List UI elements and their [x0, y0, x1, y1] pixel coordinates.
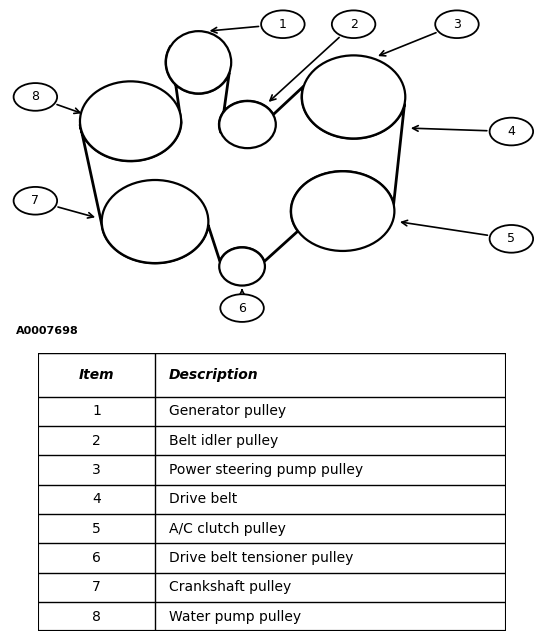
- Text: 1: 1: [279, 18, 287, 31]
- Ellipse shape: [80, 81, 181, 161]
- Text: Drive belt tensioner pulley: Drive belt tensioner pulley: [169, 551, 354, 565]
- Circle shape: [490, 225, 533, 253]
- Circle shape: [490, 118, 533, 146]
- Text: 3: 3: [453, 18, 461, 31]
- Text: 5: 5: [508, 232, 515, 246]
- Ellipse shape: [302, 55, 405, 138]
- Text: 6: 6: [238, 301, 246, 315]
- Circle shape: [332, 10, 375, 38]
- Text: Crankshaft pulley: Crankshaft pulley: [169, 580, 292, 594]
- Text: 3: 3: [92, 463, 101, 477]
- Text: A0007698: A0007698: [16, 326, 79, 336]
- Text: Generator pulley: Generator pulley: [169, 404, 286, 418]
- Text: 2: 2: [350, 18, 357, 31]
- Circle shape: [220, 294, 264, 322]
- Ellipse shape: [291, 171, 394, 251]
- Ellipse shape: [166, 31, 231, 94]
- Text: 4: 4: [92, 492, 101, 506]
- Circle shape: [14, 83, 57, 111]
- Text: 7: 7: [92, 580, 101, 594]
- Text: Belt idler pulley: Belt idler pulley: [169, 433, 279, 447]
- Text: Drive belt: Drive belt: [169, 492, 237, 506]
- Text: Item: Item: [79, 367, 114, 381]
- Text: Power steering pump pulley: Power steering pump pulley: [169, 463, 363, 477]
- Circle shape: [14, 187, 57, 215]
- Text: 2: 2: [92, 433, 101, 447]
- Text: 6: 6: [92, 551, 101, 565]
- Text: 8: 8: [92, 610, 101, 624]
- Text: 8: 8: [32, 90, 39, 103]
- Text: 4: 4: [508, 125, 515, 138]
- Text: 5: 5: [92, 522, 101, 536]
- Text: A/C clutch pulley: A/C clutch pulley: [169, 522, 286, 536]
- Text: 1: 1: [92, 404, 101, 418]
- Ellipse shape: [102, 180, 208, 263]
- Text: Description: Description: [169, 367, 259, 381]
- Circle shape: [435, 10, 479, 38]
- Circle shape: [261, 10, 305, 38]
- Ellipse shape: [219, 247, 265, 285]
- Text: Water pump pulley: Water pump pulley: [169, 610, 301, 624]
- Text: 7: 7: [32, 194, 39, 207]
- Ellipse shape: [219, 101, 276, 148]
